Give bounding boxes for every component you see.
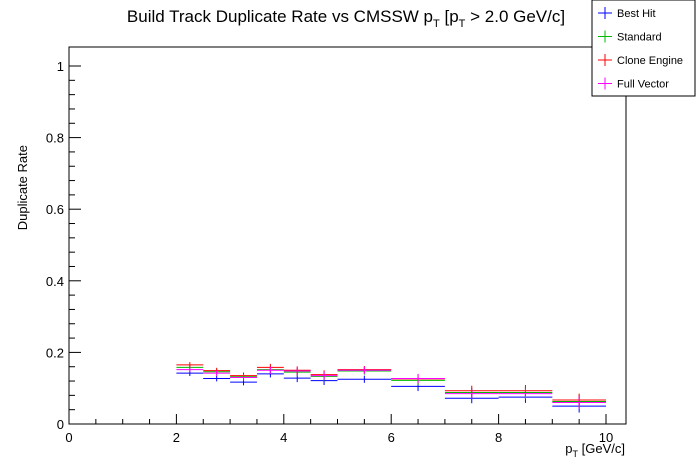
series-full-vector: [176, 366, 606, 409]
series-clone-engine: [176, 362, 606, 407]
legend-entry: Clone Engine: [598, 54, 683, 67]
legend-entry: Standard: [598, 30, 662, 44]
x-tick-label: 4: [280, 430, 287, 445]
y-axis: 0 0.2 0.4 0.6 0.8 1: [46, 59, 81, 432]
x-axis-label: pT [GeV/c]: [565, 441, 625, 459]
x-tick-label: 2: [173, 430, 180, 445]
y-tick-label: 0.4: [46, 274, 64, 289]
legend-label: Full Vector: [617, 79, 669, 91]
legend: Best Hit Standard Clone Engine Full Vector: [591, 0, 696, 97]
legend-label: Clone Engine: [617, 55, 683, 67]
series-layer: [176, 362, 606, 413]
y-axis-label: Duplicate Rate: [15, 145, 30, 230]
legend-entry: Best Hit: [598, 7, 656, 20]
y-tick-label: 0.8: [46, 131, 64, 146]
x-axis: 0 2 4 6 8 10: [65, 414, 613, 445]
x-tick-label: 0: [65, 430, 72, 445]
y-tick-label: 0.2: [46, 345, 64, 360]
legend-label: Best Hit: [617, 8, 656, 20]
x-tick-label: 8: [495, 430, 502, 445]
legend-box: [591, 0, 696, 97]
x-tick-label: 6: [388, 430, 395, 445]
y-tick-label: 1: [57, 59, 64, 74]
x-tick-label: 10: [599, 430, 613, 445]
chart-title: Build Track Duplicate Rate vs CMSSW pT […: [127, 7, 565, 30]
plot-frame: [68, 46, 627, 425]
y-tick-label: 0.6: [46, 202, 64, 217]
legend-entry: Full Vector: [598, 77, 669, 91]
y-tick-label: 0: [57, 417, 64, 432]
legend-label: Standard: [617, 32, 662, 44]
